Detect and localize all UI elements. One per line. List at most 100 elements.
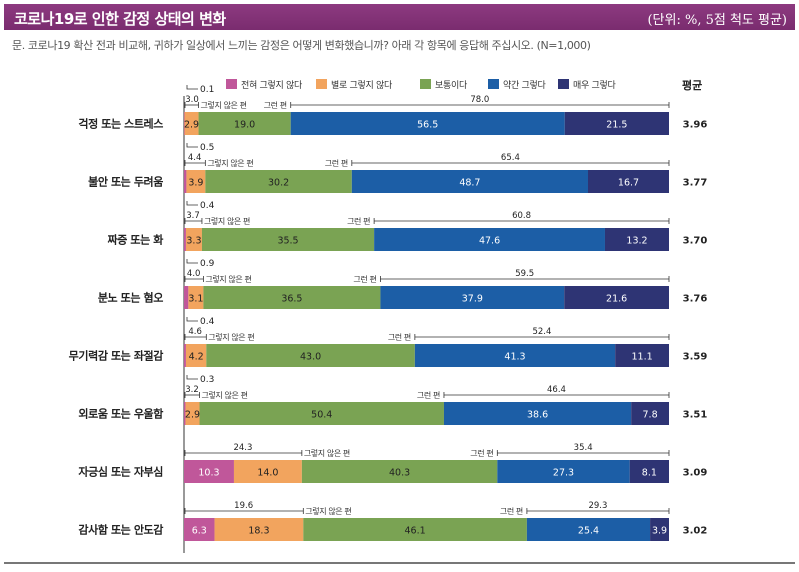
value-label: 7.8 — [643, 410, 658, 421]
bar-segment-보통이다 — [199, 402, 444, 425]
value-label: 46.1 — [405, 526, 426, 537]
bar-segment-보통이다 — [203, 286, 381, 309]
yes-total-label: 그런 편 — [417, 390, 440, 400]
bar-segment-보통이다 — [206, 344, 415, 367]
value-label: 2.9 — [184, 120, 199, 131]
bar-segment-별로 그렇지 않다 — [185, 228, 202, 251]
value-label: 50.4 — [311, 410, 332, 421]
value-label: 2.9 — [185, 410, 200, 421]
yes-total-value: 65.4 — [501, 153, 520, 163]
not-total-value: 3.7 — [186, 211, 200, 221]
average-value: 3.59 — [683, 352, 708, 363]
bar-segment-전혀 그렇지 않다 — [184, 228, 186, 251]
value-label: 14.0 — [257, 468, 278, 479]
average-value: 3.76 — [683, 294, 708, 305]
value-label: 40.3 — [389, 468, 410, 479]
bar-segment-약간 그렇다 — [351, 170, 589, 193]
bar-segment-별로 그렇지 않다 — [233, 460, 302, 483]
value-label: 21.5 — [606, 120, 627, 131]
yes-total-value: 29.3 — [588, 501, 607, 511]
yes-total-label: 그런 편 — [470, 448, 493, 458]
legend-label-1: 전혀 그렇지 않다 — [241, 80, 303, 91]
bar-segment-보통이다 — [198, 112, 291, 135]
value-label: 38.6 — [527, 410, 548, 421]
not-total-label: 그렇지 않은 편 — [208, 332, 254, 342]
callout-strongly-disagree: 0.4 — [200, 201, 215, 211]
legend-label-4: 약간 그렇다 — [503, 79, 546, 91]
bar-segment-약간 그렇다 — [290, 112, 565, 135]
category-label: 자긍심 또는 자부심 — [78, 465, 163, 479]
yes-total-label: 그런 편 — [347, 216, 370, 226]
value-label: 19.0 — [234, 120, 255, 131]
bar-segment-별로 그렇지 않다 — [214, 518, 304, 541]
value-label: 27.3 — [553, 468, 574, 479]
bottom-rule — [4, 562, 795, 564]
callout-strongly-disagree: 0.9 — [200, 259, 215, 269]
legend-swatch-5 — [558, 79, 569, 89]
legend-label-2: 별로 그렇지 않다 — [331, 80, 393, 91]
not-total-label: 그렇지 않은 편 — [201, 100, 247, 110]
bar-segment-별로 그렇지 않다 — [188, 286, 204, 309]
average-value: 3.09 — [683, 468, 708, 479]
callout-strongly-disagree: 0.3 — [200, 375, 214, 385]
yes-total-value: 78.0 — [470, 95, 489, 105]
callout-strongly-disagree: 0.5 — [200, 143, 214, 153]
bar-segment-매우 그렇다 — [564, 112, 669, 135]
chart-title: 코로나19로 인한 감정 상태의 변화 — [14, 10, 226, 28]
value-label: 6.3 — [192, 526, 207, 537]
value-label: 3.3 — [186, 236, 201, 247]
legend-swatch-2 — [316, 79, 327, 89]
bar-segment-약간 그렇다 — [374, 228, 605, 251]
callout-bracket — [186, 259, 198, 264]
bar-segment-약간 그렇다 — [443, 402, 632, 425]
bar-segment-약간 그렇다 — [526, 518, 651, 541]
bar-segment-매우 그렇다 — [629, 460, 669, 483]
bar-segment-매우 그렇다 — [604, 228, 669, 251]
category-label: 짜증 또는 화 — [108, 233, 164, 247]
yes-total-value: 46.4 — [547, 385, 566, 395]
bar-segment-별로 그렇지 않다 — [185, 402, 200, 425]
yes-total-label: 그런 편 — [325, 158, 348, 168]
value-label: 11.1 — [632, 352, 653, 363]
legend-label-5: 매우 그렇다 — [573, 80, 616, 91]
value-label: 8.1 — [642, 468, 657, 479]
yes-total-value: 52.4 — [532, 327, 551, 337]
callout-strongly-disagree: 0.1 — [200, 85, 214, 95]
callout-bracket — [186, 317, 198, 322]
bar-segment-매우 그렇다 — [615, 344, 669, 367]
not-total-label: 그렇지 않은 편 — [304, 448, 350, 458]
yes-total-value: 60.8 — [512, 211, 531, 221]
survey-question: 문. 코로나19 확산 전과 비교해, 귀하가 일상에서 느끼는 감정은 어떻게… — [12, 39, 591, 52]
value-label: 25.4 — [578, 526, 599, 537]
callout-bracket — [186, 143, 198, 148]
legend-swatch-3 — [420, 79, 431, 89]
category-label: 분노 또는 혐오 — [98, 291, 163, 305]
bar-segment-보통이다 — [303, 518, 527, 541]
not-total-label: 그렇지 않은 편 — [305, 506, 351, 516]
yes-total-label: 그런 편 — [500, 506, 523, 516]
value-label: 48.7 — [459, 178, 480, 189]
category-label: 불안 또는 두려움 — [88, 175, 163, 189]
not-total-label: 그렇지 않은 편 — [207, 158, 253, 168]
average-header: 평균 — [682, 78, 702, 92]
value-label: 4.2 — [189, 352, 204, 363]
not-total-value: 4.4 — [188, 153, 202, 163]
bar-segment-매우 그렇다 — [564, 286, 669, 309]
not-total-value: 3.2 — [185, 385, 199, 395]
value-label: 13.2 — [626, 236, 647, 247]
yes-total-value: 35.4 — [574, 443, 593, 453]
not-total-label: 그렇지 않은 편 — [204, 216, 250, 226]
not-total-value: 3.0 — [185, 95, 199, 105]
bar-segment-별로 그렇지 않다 — [184, 112, 199, 135]
bar-segment-전혀 그렇지 않다 — [184, 460, 234, 483]
bar-segment-전혀 그렇지 않다 — [184, 286, 189, 309]
bar-segment-매우 그렇다 — [588, 170, 669, 193]
bar-segment-약간 그렇다 — [380, 286, 565, 309]
bar-segment-별로 그렇지 않다 — [185, 344, 207, 367]
bar-segment-전혀 그렇지 않다 — [184, 518, 215, 541]
bar-segment-약간 그렇다 — [414, 344, 616, 367]
value-label: 30.2 — [268, 178, 289, 189]
value-label: 43.0 — [300, 352, 321, 363]
average-value: 3.51 — [683, 410, 708, 421]
